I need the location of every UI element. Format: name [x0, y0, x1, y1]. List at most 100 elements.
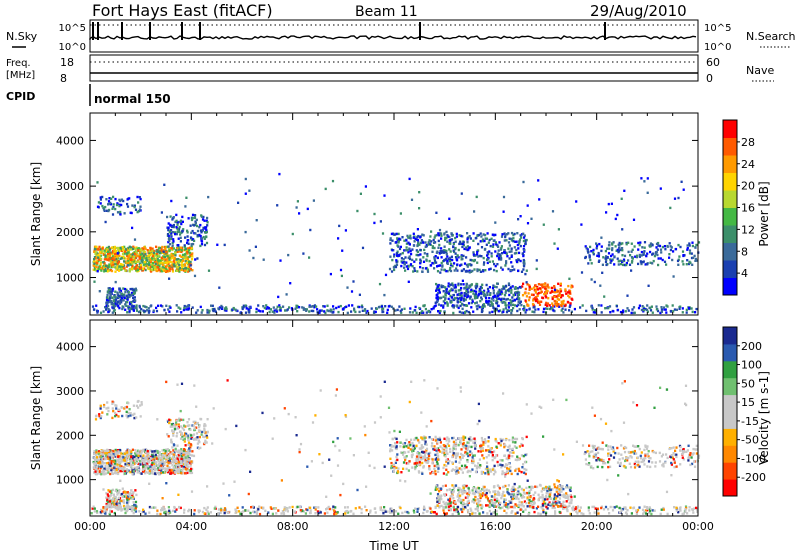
heatmap-cell: [155, 245, 158, 248]
heatmap-cell: [461, 245, 464, 249]
heatmap-cell: [662, 306, 666, 309]
heatmap-cell: [496, 244, 499, 247]
heatmap-cell: [138, 196, 141, 199]
heatmap-cell: [500, 290, 503, 293]
heatmap-cell: [194, 214, 197, 217]
heatmap-cell: [544, 287, 547, 290]
heatmap-cell: [163, 183, 166, 186]
heatmap-cell: [175, 421, 178, 424]
heatmap-cell: [437, 264, 440, 267]
heatmap-cell: [214, 310, 217, 313]
heatmap-cell: [175, 247, 179, 250]
heatmap-cell: [225, 309, 228, 312]
heatmap-cell: [167, 308, 170, 311]
heatmap-cell: [93, 471, 96, 474]
heatmap-cell: [612, 505, 615, 509]
heatmap-cell: [505, 239, 508, 242]
heatmap-cell: [378, 282, 382, 286]
heatmap-cell: [462, 254, 465, 258]
heatmap-cell: [179, 437, 183, 440]
heatmap-cell: [508, 257, 511, 260]
heatmap-cell: [138, 304, 141, 308]
heatmap-cell: [471, 269, 474, 273]
heatmap-cell: [295, 306, 298, 309]
heatmap-cell: [641, 246, 644, 249]
heatmap-cell: [460, 254, 463, 257]
heatmap-cell: [167, 226, 170, 229]
heatmap-cell: [643, 246, 646, 249]
heatmap-cell: [591, 308, 594, 311]
heatmap-cell: [112, 205, 115, 209]
heatmap-cell: [448, 235, 451, 239]
heatmap-cell: [433, 259, 437, 262]
heatmap-cell: [162, 506, 165, 509]
heatmap-cell: [448, 289, 451, 293]
heatmap-cell: [459, 288, 462, 292]
heatmap-cell: [690, 252, 693, 255]
heatmap-cell: [134, 256, 137, 259]
heatmap-cell: [191, 255, 194, 258]
heatmap-cell: [96, 467, 100, 470]
heatmap-cell: [171, 241, 174, 245]
heatmap-cell: [487, 290, 490, 293]
heatmap-cell: [416, 250, 419, 253]
heatmap-cell: [337, 310, 340, 314]
heatmap-cell: [175, 219, 178, 223]
heatmap-cell: [440, 284, 443, 287]
heatmap-cell: [693, 254, 696, 258]
heatmap-cell: [524, 287, 527, 291]
heatmap-cell: [113, 464, 116, 467]
heatmap-cell: [461, 279, 464, 282]
heatmap-cell: [187, 217, 190, 220]
heatmap-cell: [130, 451, 133, 455]
heatmap-cell: [457, 248, 460, 252]
heatmap-cell: [158, 467, 161, 470]
heatmap-cell: [174, 254, 177, 257]
heatmap-cell: [496, 252, 499, 255]
heatmap-cell: [180, 460, 183, 463]
heatmap-cell: [518, 240, 521, 243]
heatmap-cell: [112, 493, 115, 496]
heatmap-cell: [607, 306, 610, 310]
heatmap-cell: [428, 310, 431, 313]
heatmap-cell: [182, 264, 185, 267]
heatmap-cell: [336, 511, 339, 514]
heatmap-cell: [440, 251, 443, 254]
heatmap-cell: [170, 225, 173, 229]
heatmap-cell: [140, 450, 143, 454]
heatmap-cell: [138, 262, 141, 265]
date-title: 29/Aug/2010: [590, 2, 687, 20]
heatmap-cell: [156, 509, 159, 512]
heatmap-cell: [602, 508, 606, 511]
heatmap-cell: [691, 508, 694, 511]
heatmap-cell: [93, 507, 96, 510]
nave-label: Nave: [746, 64, 774, 77]
heatmap-cell: [160, 469, 163, 472]
heatmap-cell: [175, 460, 178, 464]
heatmap-cell: [132, 470, 135, 473]
heatmap-cell: [484, 237, 487, 240]
heatmap-cell: [688, 509, 691, 512]
heatmap-cell: [425, 259, 428, 262]
heatmap-cell: [595, 247, 598, 250]
heatmap-cell: [523, 248, 526, 252]
heatmap-cell: [147, 257, 150, 260]
heatmap-cell: [507, 282, 510, 285]
heatmap-cell: [553, 299, 556, 303]
heatmap-cell: [117, 496, 120, 500]
heatmap-cell: [156, 464, 159, 468]
heatmap-cell: [655, 251, 658, 254]
heatmap-cell: [464, 298, 467, 301]
heatmap-cell: [161, 245, 164, 249]
heatmap-cell: [177, 248, 180, 251]
heatmap-cell: [397, 241, 400, 244]
heatmap-cell: [496, 294, 500, 297]
heatmap-cell: [278, 172, 281, 176]
heatmap-cell: [183, 245, 186, 248]
heatmap-cell: [399, 309, 402, 313]
heatmap-cell: [168, 230, 171, 234]
heatmap-cell: [105, 510, 108, 513]
heatmap-cell: [466, 270, 469, 273]
